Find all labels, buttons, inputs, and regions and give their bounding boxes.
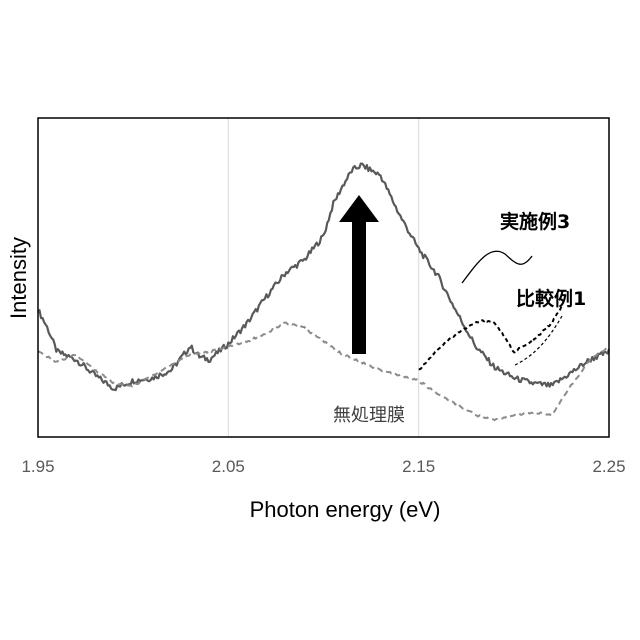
x-axis-title: Photon energy (eV) [250,497,441,522]
chart-background [0,0,640,640]
series-label-mushori: 無処理膜 [333,405,405,426]
x-tick-label-0: 1.95 [21,457,54,476]
x-tick-label-3: 2.25 [592,457,625,476]
x-tick-label-1: 2.05 [212,457,245,476]
spectrum-chart: 1.95 2.05 2.15 2.25 Photon energy (eV) Inte… [0,0,640,640]
series-label-hikaku: 比較例1 [516,287,586,310]
y-axis-title: Intensity [6,237,31,319]
x-tick-label-2: 2.15 [402,457,435,476]
series-label-jitsu: 実施例3 [500,210,570,233]
